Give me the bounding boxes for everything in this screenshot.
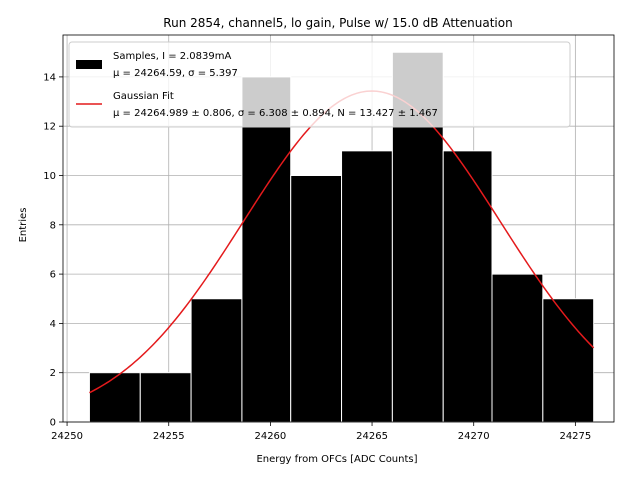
histogram-bar — [190, 298, 243, 423]
y-tick-label: 2 — [50, 368, 56, 379]
histogram-bar — [241, 76, 292, 423]
histogram-bar — [341, 150, 393, 423]
x-tick-label: 24265 — [356, 431, 388, 442]
y-tick-label: 0 — [50, 418, 56, 429]
y-tick-label: 12 — [43, 122, 56, 133]
histogram-bar — [290, 175, 343, 423]
legend-stats-fit: μ = 24264.989 ± 0.806, σ = 6.308 ± 0.894… — [113, 108, 438, 119]
plot-area: 24250 24255 24260 24265 24270 24275 0 2 4 6 8 10 12… — [43, 34, 615, 442]
axes-frame — [62, 34, 615, 423]
y-tick-label: 4 — [50, 319, 56, 330]
histogram-bar — [491, 273, 544, 423]
legend-stats-samples: μ = 24264.59, σ = 5.397 — [113, 68, 238, 79]
x-axis-ticks: 24250 24255 24260 24265 24270 24275 — [51, 422, 591, 442]
y-tick-label: 8 — [50, 220, 56, 231]
x-axis-label: Energy from OFCs [ADC Counts] — [256, 454, 417, 465]
x-tick-label: 24250 — [51, 431, 83, 442]
legend-label-samples: Samples, I = 2.0839mA — [113, 51, 231, 62]
y-axis-label: Entries — [18, 208, 29, 243]
legend-box — [68, 41, 571, 128]
legend: Samples, I = 2.0839mA μ = 24264.59, σ = … — [68, 41, 571, 128]
histogram-bar — [88, 372, 141, 423]
y-tick-label: 10 — [43, 171, 56, 182]
chart-title: Run 2854, channel5, lo gain, Pulse w/ 15… — [163, 16, 512, 30]
histogram-bar — [542, 298, 595, 423]
x-tick-label: 24255 — [153, 431, 185, 442]
legend-swatch-samples — [76, 60, 102, 69]
legend-label-fit: Gaussian Fit — [113, 91, 174, 102]
y-tick-label: 14 — [43, 72, 56, 83]
y-axis-ticks: 0 2 4 6 8 10 12 14 — [43, 72, 63, 429]
y-tick-label: 6 — [50, 270, 56, 281]
x-tick-label: 24260 — [254, 431, 286, 442]
x-tick-label: 24270 — [458, 431, 490, 442]
histogram-bar — [442, 150, 493, 423]
x-tick-label: 24275 — [559, 431, 591, 442]
histogram-bar — [139, 372, 192, 423]
